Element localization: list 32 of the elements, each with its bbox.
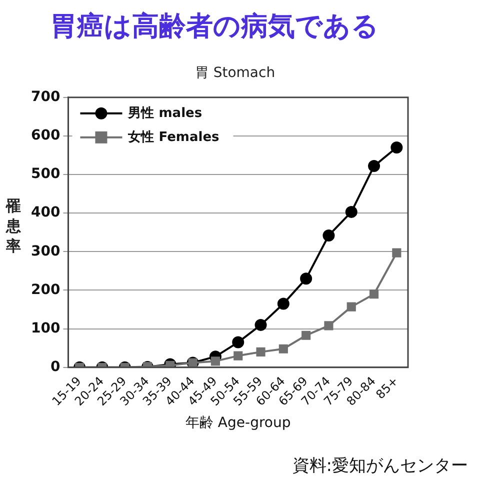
x-axis-title: 年齢 Age-group (185, 415, 291, 432)
y-tick-label: 400 (30, 204, 60, 221)
text: 資料:愛知がんセンター (292, 455, 468, 477)
point (234, 351, 243, 360)
point (210, 356, 220, 366)
point (256, 347, 266, 356)
point (278, 344, 288, 354)
y-tick-label: 500 (30, 166, 60, 182)
point (302, 330, 311, 340)
y-tick-label: 200 (30, 282, 60, 298)
point (390, 142, 403, 154)
point (369, 290, 379, 299)
chart-title: 胃癌は高齢者の病気である (50, 10, 379, 44)
y-tick-label: 0 (50, 359, 60, 375)
y-tick-label: 100 (30, 320, 60, 336)
point (300, 272, 312, 285)
chart-subtitle: 胃 Stomach (194, 64, 276, 82)
point (254, 318, 267, 331)
legend-label: 女性 Females (127, 130, 220, 145)
y-tick-label: 700 (30, 89, 60, 106)
y-tick-label: 300 (30, 243, 60, 260)
legend-label: 男性 males (127, 106, 202, 121)
y-axis-title: 罹患率 (6, 196, 22, 256)
point (324, 321, 334, 330)
point (368, 160, 380, 172)
point (232, 336, 244, 348)
point (345, 206, 358, 218)
y-tick-label: 600 (30, 128, 60, 144)
point (346, 302, 356, 312)
point (277, 298, 290, 310)
point (322, 229, 335, 242)
point (392, 248, 402, 258)
